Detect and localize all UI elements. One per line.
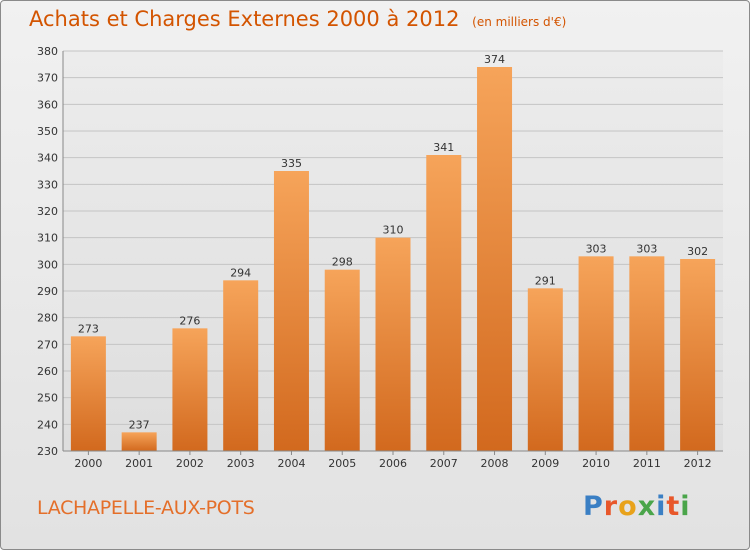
chart-subtitle: (en milliers d'€) — [472, 15, 567, 29]
y-tick-label: 230 — [37, 445, 58, 458]
y-tick-label: 310 — [37, 232, 58, 245]
bar-2010 — [578, 256, 614, 451]
logo-letter: t — [666, 491, 681, 522]
bar-2003 — [223, 280, 259, 451]
chart-title-text: Achats et Charges Externes 2000 à 2012 — [29, 7, 460, 31]
x-tick-label: 2003 — [227, 457, 255, 470]
bar-value-label: 276 — [179, 314, 200, 327]
x-axis: 2000 2001 2002 2003 2004 2005 2006 2007 2008 2009… — [63, 450, 723, 470]
bar-value-label: 303 — [586, 242, 607, 255]
x-tick-label: 2002 — [176, 457, 204, 470]
bar-2011 — [629, 256, 665, 451]
logo-letter: o — [618, 491, 638, 522]
x-tick-label: 2006 — [379, 457, 407, 470]
logo-letter: r — [603, 491, 619, 522]
x-tick-label: 2009 — [531, 457, 559, 470]
bars: 273 237 276 294 335 298 310 341 374 291 303 303 302 — [70, 53, 716, 451]
bar-value-label: 294 — [230, 266, 251, 279]
y-tick-label: 280 — [37, 312, 58, 325]
y-tick-label: 320 — [37, 205, 58, 218]
x-tick-label: 2008 — [481, 457, 509, 470]
y-tick-label: 240 — [37, 418, 58, 431]
bar-value-label: 335 — [281, 157, 302, 170]
bar-value-label: 273 — [78, 322, 99, 335]
y-tick-label: 380 — [37, 45, 58, 58]
logo-letter: P — [583, 491, 604, 522]
bar-value-label: 291 — [535, 274, 556, 287]
bar-2008 — [477, 67, 513, 451]
bar-2006 — [375, 237, 411, 451]
bar-value-label: 341 — [433, 141, 454, 154]
y-tick-label: 300 — [37, 258, 58, 271]
bar-value-label: 302 — [687, 245, 708, 258]
bar-2005 — [324, 269, 360, 451]
bar-2009 — [527, 288, 563, 451]
bar-value-label: 310 — [383, 224, 404, 237]
logo-letter: x — [637, 491, 657, 522]
y-axis: 230 240 250 260 270 280 290 300 310 320 330 340 350 3… — [37, 45, 64, 458]
bar-2000 — [70, 336, 106, 451]
logo-letter: i — [680, 491, 691, 522]
y-tick-label: 370 — [37, 72, 58, 85]
bar-value-label: 237 — [129, 418, 150, 431]
y-tick-label: 340 — [37, 152, 58, 165]
y-tick-label: 270 — [37, 338, 58, 351]
y-tick-label: 360 — [37, 98, 58, 111]
chart-title: Achats et Charges Externes 2000 à 2012 (… — [29, 7, 566, 31]
bar-2007 — [426, 155, 462, 451]
bar-2012 — [680, 259, 716, 451]
bar-2001 — [121, 432, 157, 451]
x-tick-label: 2005 — [328, 457, 356, 470]
bar-2004 — [273, 171, 309, 451]
y-tick-label: 330 — [37, 178, 58, 191]
town-name: LACHAPELLE-AUX-POTS — [37, 497, 255, 519]
y-tick-label: 250 — [37, 392, 58, 405]
x-tick-label: 2001 — [125, 457, 153, 470]
proxiti-logo[interactable]: Proxiti — [583, 491, 691, 522]
y-tick-label: 260 — [37, 365, 58, 378]
x-tick-label: 2007 — [430, 457, 458, 470]
x-tick-label: 2010 — [582, 457, 610, 470]
bar-value-label: 303 — [636, 242, 657, 255]
y-tick-label: 290 — [37, 285, 58, 298]
bar-2002 — [172, 328, 208, 451]
logo-letter: i — [656, 491, 667, 522]
x-tick-label: 2004 — [277, 457, 305, 470]
x-tick-label: 2011 — [633, 457, 661, 470]
y-tick-label: 350 — [37, 125, 58, 138]
bar-value-label: 374 — [484, 53, 505, 66]
x-tick-label: 2012 — [684, 457, 712, 470]
bar-value-label: 298 — [332, 256, 353, 269]
x-tick-label: 2000 — [74, 457, 102, 470]
